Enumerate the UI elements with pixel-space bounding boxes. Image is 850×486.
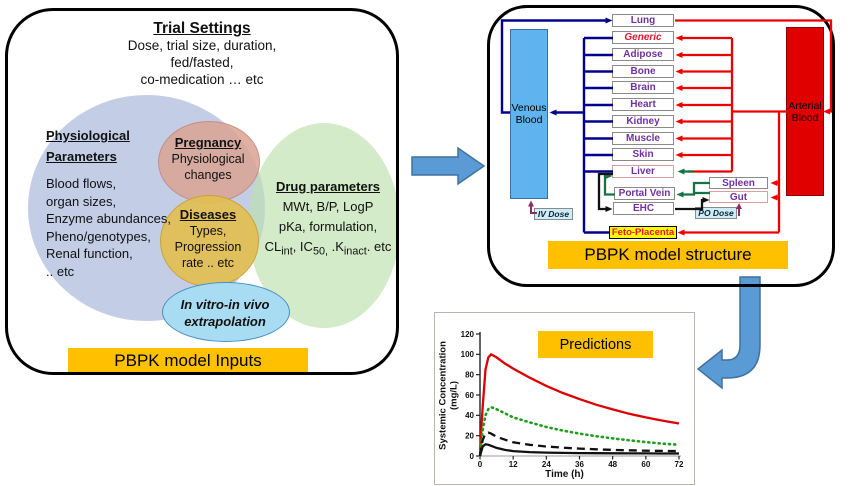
compartment-box-lung: Lung	[612, 13, 674, 27]
arterial-blood-box: Arterial Blood	[786, 27, 824, 196]
x-tick-label: 24	[542, 460, 551, 469]
compartment-box-portal-vein: Portal Vein	[614, 187, 675, 200]
physiological-items: Blood flows, organ sizes, Enzyme abundan…	[46, 176, 172, 279]
pregnancy-block: Pregnancy Physiological changes	[158, 135, 258, 183]
y-tick-label: 100	[461, 350, 475, 359]
compartment-box-muscle: Muscle	[612, 131, 674, 145]
trial-settings-title: Trial Settings	[153, 20, 251, 37]
series-black-dashed	[478, 431, 680, 457]
diseases-block: Diseases Types, Progression rate .. etc	[158, 207, 258, 271]
right-arrow-icon	[411, 146, 486, 186]
compartment-box-liver: Liver	[612, 164, 674, 178]
y-tick-label: 60	[465, 391, 474, 400]
compartment-box-bone: Bone	[612, 64, 674, 78]
x-axis-label: Time (h)	[545, 469, 584, 480]
compartment-box-heart: Heart	[612, 98, 674, 111]
x-tick-label: 36	[575, 460, 584, 469]
x-tick-label: 12	[509, 460, 518, 469]
iv-dose-box: IV Dose	[534, 208, 573, 220]
physiological-parameters-block: Physiological Parameters Blood flows, or…	[46, 125, 206, 280]
x-tick-label: 60	[641, 460, 650, 469]
ivive-label: In vitro-in vivo extrapolation	[180, 297, 270, 329]
structure-panel: Venous Blood Arterial Blood Lung Generic A…	[487, 5, 835, 287]
drug-parameters-block: Drug parameters MWt, B/P, LogP pKa, form…	[258, 177, 396, 262]
compartment-box-skin: Skin	[612, 148, 674, 161]
compartment-box-ehc: EHC	[613, 202, 674, 215]
x-tick-label: 72	[675, 460, 684, 469]
predictions-title-banner: Predictions	[538, 331, 653, 358]
physiological-heading: Parameters	[46, 149, 117, 164]
compartment-box-generic: Generic	[612, 31, 674, 44]
trial-settings-line: Dose, trial size, duration,	[127, 38, 277, 53]
inputs-footer-banner: PBPK model Inputs	[68, 348, 308, 372]
compartment-box-adipose: Adipose	[612, 48, 674, 61]
compartment-box-feto-placenta: Feto-Placenta	[609, 226, 677, 239]
structure-footer-banner: PBPK model structure	[548, 241, 788, 269]
y-tick-label: 20	[465, 431, 474, 440]
venous-blood-box: Venous Blood	[510, 29, 548, 199]
diseases-circle	[160, 195, 259, 287]
compartment-box-brain: Brain	[612, 81, 674, 94]
diseases-heading: Diseases	[179, 207, 237, 222]
series-red-solid	[478, 352, 680, 457]
compartment-box-kidney: Kidney	[612, 114, 674, 128]
predictions-chart: 0 20 40 60 80 100 120 0 12 24 36 48 60 72	[461, 330, 684, 469]
x-tick-label: 0	[478, 460, 483, 469]
series-black-solid	[478, 443, 679, 457]
compartment-box-spleen: Spleen	[709, 177, 768, 189]
trial-settings-block: Trial Settings Dose, trial size, duratio…	[8, 21, 396, 88]
physiological-heading: Physiological	[46, 128, 130, 143]
pregnancy-circle	[158, 121, 260, 203]
pregnancy-heading: Pregnancy	[174, 135, 242, 150]
y-tick-label: 80	[465, 370, 474, 379]
inputs-panel: Trial Settings Dose, trial size, duratio…	[5, 8, 399, 375]
po-dose-box: PO Dose	[695, 207, 737, 219]
down-left-arrow-icon	[696, 276, 761, 390]
compartment-box-gut: Gut	[709, 191, 768, 203]
ivive-ellipse	[162, 282, 290, 342]
x-tick-label: 48	[608, 460, 617, 469]
series-green-dotted	[478, 405, 681, 458]
y-tick-label: 120	[461, 330, 475, 339]
trial-settings-line: fed/fasted,	[170, 55, 234, 70]
y-tick-label: 40	[465, 411, 474, 420]
trial-settings-line: co-medication … etc	[140, 72, 264, 87]
y-axis-label: Systemic Concentration (mg/L)	[437, 341, 460, 450]
y-tick-label: 0	[470, 452, 475, 461]
drug-parameters-heading: Drug parameters	[275, 179, 381, 194]
predictions-panel: 0 20 40 60 80 100 120 0 12 24 36 48 60 72 Predictions…	[434, 312, 695, 485]
